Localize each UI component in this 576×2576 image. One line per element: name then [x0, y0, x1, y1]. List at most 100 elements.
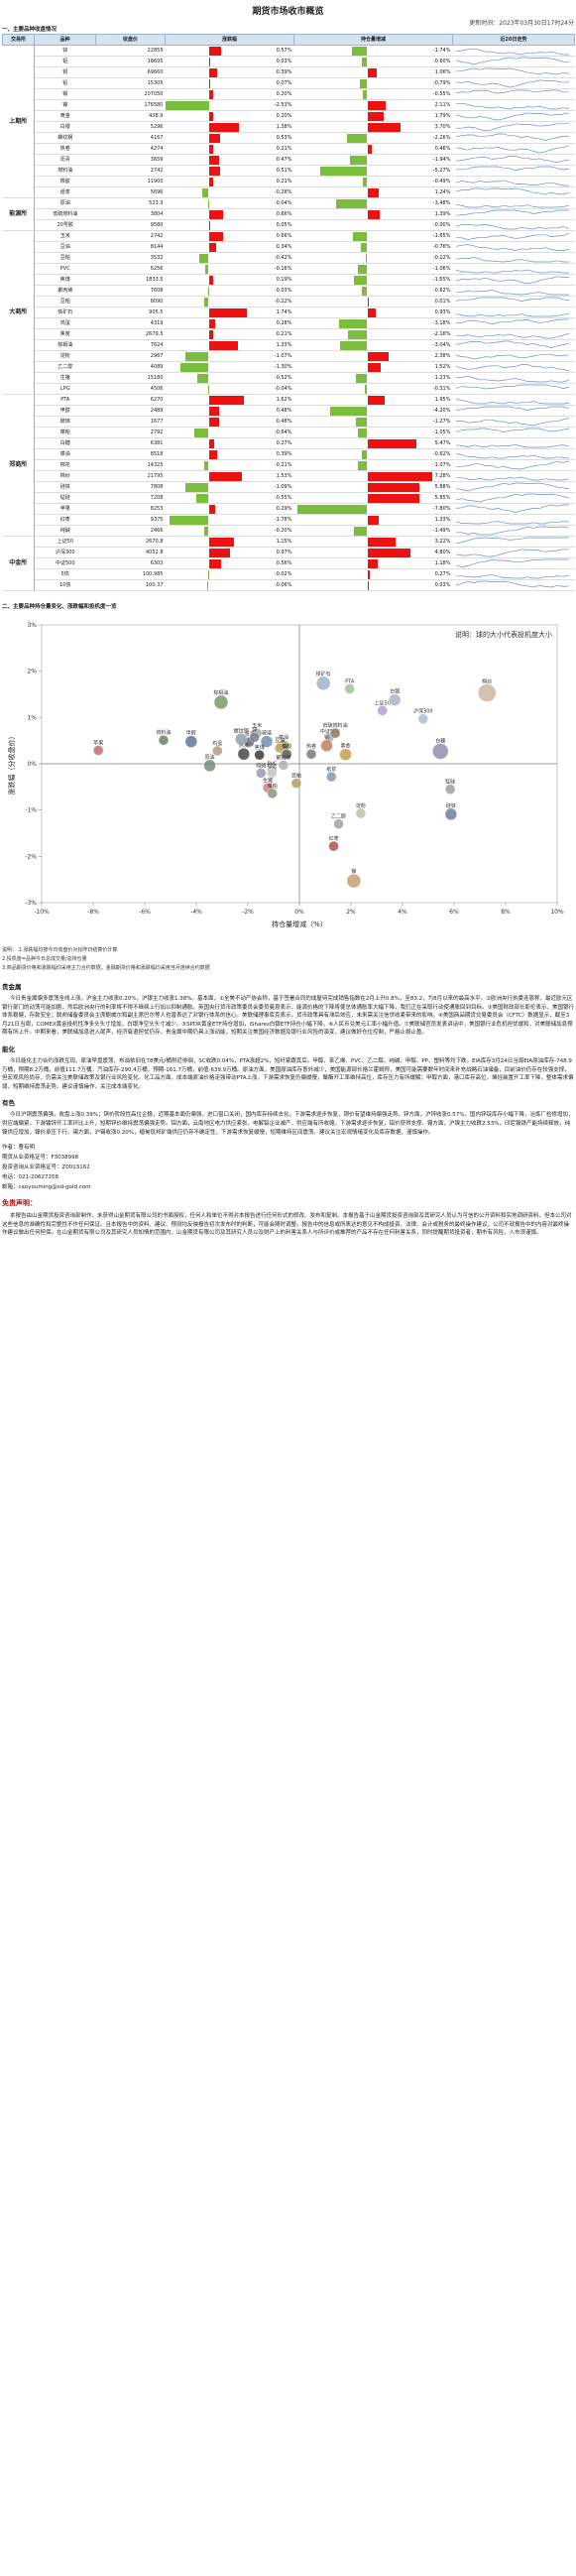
scatter-point — [184, 735, 198, 748]
change-label: 0.19% — [276, 277, 292, 283]
trend-cell — [452, 361, 575, 373]
close-price: 14325 — [95, 459, 166, 471]
trend-cell — [452, 328, 575, 340]
change-cell: 0.66% — [165, 208, 294, 220]
close-price: 905.5 — [95, 307, 166, 318]
disclaimer-text: 本报告由山金期货投资咨询部制作，未获得山金期货有限公司的书面授权，任何人和单位不… — [2, 1213, 572, 1237]
scatter-point — [328, 840, 339, 852]
oi-label: 4.80% — [434, 550, 451, 555]
close-price: 2670.8 — [95, 536, 166, 548]
table-row: 白糖 6381 0.27% 5.47% — [3, 437, 575, 449]
sparkline — [455, 112, 569, 121]
y-tick-label: 0% — [27, 761, 37, 768]
oi-label: -1.07% — [432, 462, 451, 468]
sparkline — [455, 133, 569, 141]
x-tick-label: 4% — [398, 909, 407, 916]
sparkline — [455, 102, 569, 110]
oi-label: 2.11% — [434, 102, 451, 108]
oi-bar — [367, 516, 380, 525]
table-row: 镍 176580 -2.53% 2.11% — [3, 99, 575, 111]
change-label: 0.47% — [276, 157, 292, 163]
change-cell: -0.22% — [165, 296, 294, 307]
change-label: 0.21% — [276, 146, 292, 152]
scatter-point — [305, 748, 317, 760]
oi-cell: -1.07% — [293, 459, 453, 471]
change-label: -0.22% — [274, 299, 292, 305]
product-name: PTA — [34, 394, 96, 406]
table-body: 上期所锌 22855 0.57% -1.74% 铝 18695 0.03% -0.60… — [2, 45, 575, 591]
oi-cell: -3.48% — [293, 197, 453, 209]
oi-label: -1.49% — [432, 528, 451, 534]
table-row: 10债 100.37 -0.06% 0.03% — [3, 579, 575, 591]
close-price: 4274 — [95, 143, 166, 155]
sparkline — [455, 297, 569, 302]
oi-bar — [363, 178, 368, 186]
scatter-point — [346, 873, 362, 889]
chart-note: 说明：球的大小代表投机度大小 — [455, 630, 552, 639]
change-cell: 0.07% — [165, 77, 294, 89]
change-label: -1.78% — [274, 517, 292, 523]
oi-label: 0.03% — [434, 582, 451, 588]
author-email[interactable]: 邮箱：caoyouming@sd-gold.com — [2, 1184, 91, 1191]
product-name: 聚丙烯 — [34, 285, 96, 297]
change-bar — [208, 123, 239, 132]
scatter-point — [237, 747, 251, 761]
section-paragraph: 今日能化主力合约涨跌互现。原油早盘震荡，布油依旧在78美元/桶附近徘徊，SC收跌… — [2, 1057, 574, 1090]
close-price: 3532 — [95, 252, 166, 264]
change-label: 0.39% — [276, 451, 292, 457]
trend-cell — [452, 45, 575, 57]
y-tick-label: -2% — [25, 853, 37, 860]
header-oi: 持仓量增减 — [293, 34, 453, 46]
oi-label: -2.16% — [432, 331, 451, 337]
change-label: -1.30% — [274, 364, 292, 370]
point-label: 铁矿石 — [316, 671, 331, 677]
scatter-point — [315, 675, 331, 691]
section-precious-metals: 贵金属 今日贵金属偏多震荡全线上涨，沪金主力收涨0.20%，沪银主力收涨1.38… — [2, 981, 574, 1038]
product-name: 玻璃 — [34, 416, 96, 428]
scatter-point — [432, 743, 449, 760]
oi-cell: -0.60% — [293, 56, 453, 67]
close-price: 6256 — [95, 263, 166, 275]
oi-cell: 1.06% — [293, 66, 453, 78]
sparkline — [455, 209, 569, 216]
oi-label: 7.28% — [434, 473, 451, 479]
change-label: 0.28% — [276, 320, 292, 326]
close-price: 7624 — [95, 339, 166, 351]
oi-bar — [356, 374, 368, 383]
oi-cell: -0.55% — [293, 88, 453, 100]
change-bar — [208, 58, 210, 66]
change-label: -0.04% — [274, 386, 292, 392]
trend-cell — [452, 230, 575, 242]
change-bar — [208, 308, 247, 317]
sparkline — [455, 332, 569, 339]
change-label: -0.28% — [274, 189, 292, 195]
point-label: 聚丙烯 — [276, 754, 290, 761]
change-bar — [184, 352, 209, 361]
trend-cell — [452, 383, 575, 395]
change-label: -0.03% — [274, 288, 292, 294]
close-price: 176580 — [95, 99, 166, 111]
x-tick-label: 0% — [294, 909, 304, 916]
oi-bar — [357, 461, 368, 470]
change-cell: -1.07% — [165, 350, 294, 362]
change-cell: -0.04% — [165, 383, 294, 395]
oi-cell: 1.18% — [293, 557, 453, 569]
table-row: 鸡蛋 4319 0.28% -3.18% — [3, 317, 575, 329]
sparkline — [455, 257, 569, 263]
product-name: 甲醇 — [34, 405, 96, 417]
table-row: 中证500 6303 0.56% 1.18% — [3, 557, 575, 569]
change-label: -0.52% — [274, 375, 292, 381]
sparkline — [455, 574, 569, 579]
change-bar — [197, 374, 209, 383]
oi-bar — [367, 101, 387, 110]
trend-cell — [452, 427, 575, 438]
scatter-point — [355, 807, 367, 819]
exchange-label: 中金所 — [2, 536, 35, 591]
oi-cell: -1.05% — [293, 427, 453, 438]
oi-bar — [354, 527, 368, 536]
oi-label: -1.65% — [432, 233, 451, 239]
trend-cell — [452, 66, 575, 78]
change-bar — [170, 516, 209, 525]
x-tick-label: 10% — [550, 909, 564, 916]
change-cell: 0.20% — [165, 88, 294, 100]
